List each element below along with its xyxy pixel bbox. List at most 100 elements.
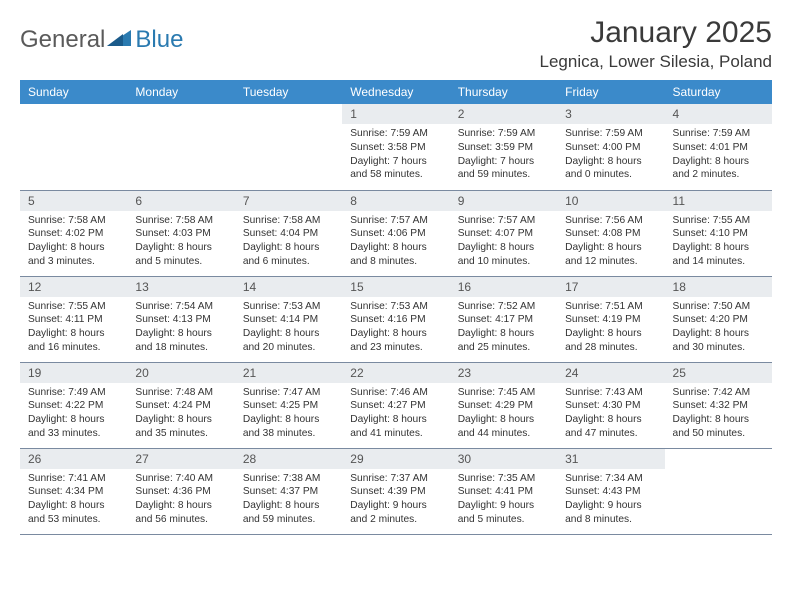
calendar-cell: 25Sunrise: 7:42 AMSunset: 4:32 PMDayligh…	[665, 362, 772, 448]
calendar-cell	[20, 104, 127, 190]
calendar-cell: 19Sunrise: 7:49 AMSunset: 4:22 PMDayligh…	[20, 362, 127, 448]
day-details: Sunrise: 7:58 AMSunset: 4:02 PMDaylight:…	[20, 211, 127, 273]
calendar-cell: 16Sunrise: 7:52 AMSunset: 4:17 PMDayligh…	[450, 276, 557, 362]
day-number: 14	[235, 277, 342, 297]
empty-cell	[20, 104, 127, 124]
header: General Blue January 2025 Legnica, Lower…	[20, 16, 772, 72]
day-details: Sunrise: 7:38 AMSunset: 4:37 PMDaylight:…	[235, 469, 342, 531]
day-number: 11	[665, 191, 772, 211]
day-details: Sunrise: 7:57 AMSunset: 4:06 PMDaylight:…	[342, 211, 449, 273]
day-header: Friday	[557, 80, 664, 104]
day-header-row: SundayMondayTuesdayWednesdayThursdayFrid…	[20, 80, 772, 104]
day-number: 26	[20, 449, 127, 469]
day-details: Sunrise: 7:47 AMSunset: 4:25 PMDaylight:…	[235, 383, 342, 445]
day-number: 4	[665, 104, 772, 124]
day-details: Sunrise: 7:50 AMSunset: 4:20 PMDaylight:…	[665, 297, 772, 359]
calendar-cell: 5Sunrise: 7:58 AMSunset: 4:02 PMDaylight…	[20, 190, 127, 276]
calendar-cell: 27Sunrise: 7:40 AMSunset: 4:36 PMDayligh…	[127, 448, 234, 534]
day-details: Sunrise: 7:41 AMSunset: 4:34 PMDaylight:…	[20, 469, 127, 531]
calendar-cell: 1Sunrise: 7:59 AMSunset: 3:58 PMDaylight…	[342, 104, 449, 190]
calendar-cell: 14Sunrise: 7:53 AMSunset: 4:14 PMDayligh…	[235, 276, 342, 362]
calendar-cell: 3Sunrise: 7:59 AMSunset: 4:00 PMDaylight…	[557, 104, 664, 190]
day-header: Wednesday	[342, 80, 449, 104]
day-number: 28	[235, 449, 342, 469]
month-title: January 2025	[540, 16, 772, 50]
calendar-cell	[235, 104, 342, 190]
day-number: 17	[557, 277, 664, 297]
calendar-cell: 23Sunrise: 7:45 AMSunset: 4:29 PMDayligh…	[450, 362, 557, 448]
day-details: Sunrise: 7:53 AMSunset: 4:14 PMDaylight:…	[235, 297, 342, 359]
logo-triangle-icon	[107, 28, 133, 53]
day-number: 13	[127, 277, 234, 297]
day-number: 10	[557, 191, 664, 211]
day-number: 5	[20, 191, 127, 211]
day-details: Sunrise: 7:58 AMSunset: 4:04 PMDaylight:…	[235, 211, 342, 273]
calendar-cell: 28Sunrise: 7:38 AMSunset: 4:37 PMDayligh…	[235, 448, 342, 534]
calendar-week: 19Sunrise: 7:49 AMSunset: 4:22 PMDayligh…	[20, 362, 772, 448]
day-number: 8	[342, 191, 449, 211]
calendar-week: 26Sunrise: 7:41 AMSunset: 4:34 PMDayligh…	[20, 448, 772, 534]
day-header: Tuesday	[235, 80, 342, 104]
day-number: 30	[450, 449, 557, 469]
calendar-cell: 17Sunrise: 7:51 AMSunset: 4:19 PMDayligh…	[557, 276, 664, 362]
day-header: Sunday	[20, 80, 127, 104]
calendar-cell	[665, 448, 772, 534]
day-details: Sunrise: 7:49 AMSunset: 4:22 PMDaylight:…	[20, 383, 127, 445]
day-details: Sunrise: 7:46 AMSunset: 4:27 PMDaylight:…	[342, 383, 449, 445]
day-details: Sunrise: 7:35 AMSunset: 4:41 PMDaylight:…	[450, 469, 557, 531]
day-details: Sunrise: 7:45 AMSunset: 4:29 PMDaylight:…	[450, 383, 557, 445]
calendar-cell: 4Sunrise: 7:59 AMSunset: 4:01 PMDaylight…	[665, 104, 772, 190]
calendar-cell: 26Sunrise: 7:41 AMSunset: 4:34 PMDayligh…	[20, 448, 127, 534]
empty-cell	[665, 449, 772, 469]
day-number: 24	[557, 363, 664, 383]
day-details: Sunrise: 7:34 AMSunset: 4:43 PMDaylight:…	[557, 469, 664, 531]
day-details: Sunrise: 7:42 AMSunset: 4:32 PMDaylight:…	[665, 383, 772, 445]
calendar-cell	[127, 104, 234, 190]
day-number: 25	[665, 363, 772, 383]
day-number: 7	[235, 191, 342, 211]
calendar-cell: 30Sunrise: 7:35 AMSunset: 4:41 PMDayligh…	[450, 448, 557, 534]
day-number: 12	[20, 277, 127, 297]
calendar-cell: 20Sunrise: 7:48 AMSunset: 4:24 PMDayligh…	[127, 362, 234, 448]
day-number: 3	[557, 104, 664, 124]
day-number: 18	[665, 277, 772, 297]
day-number: 2	[450, 104, 557, 124]
calendar-week: 5Sunrise: 7:58 AMSunset: 4:02 PMDaylight…	[20, 190, 772, 276]
calendar-cell: 24Sunrise: 7:43 AMSunset: 4:30 PMDayligh…	[557, 362, 664, 448]
day-details: Sunrise: 7:40 AMSunset: 4:36 PMDaylight:…	[127, 469, 234, 531]
day-details: Sunrise: 7:53 AMSunset: 4:16 PMDaylight:…	[342, 297, 449, 359]
day-details: Sunrise: 7:37 AMSunset: 4:39 PMDaylight:…	[342, 469, 449, 531]
calendar-cell: 18Sunrise: 7:50 AMSunset: 4:20 PMDayligh…	[665, 276, 772, 362]
day-header: Thursday	[450, 80, 557, 104]
day-details: Sunrise: 7:56 AMSunset: 4:08 PMDaylight:…	[557, 211, 664, 273]
day-number: 9	[450, 191, 557, 211]
location: Legnica, Lower Silesia, Poland	[540, 52, 772, 72]
day-number: 21	[235, 363, 342, 383]
day-details: Sunrise: 7:57 AMSunset: 4:07 PMDaylight:…	[450, 211, 557, 273]
calendar-week: 12Sunrise: 7:55 AMSunset: 4:11 PMDayligh…	[20, 276, 772, 362]
day-details: Sunrise: 7:59 AMSunset: 4:01 PMDaylight:…	[665, 124, 772, 186]
empty-cell	[127, 104, 234, 124]
day-number: 22	[342, 363, 449, 383]
day-number: 16	[450, 277, 557, 297]
day-number: 15	[342, 277, 449, 297]
calendar-cell: 10Sunrise: 7:56 AMSunset: 4:08 PMDayligh…	[557, 190, 664, 276]
calendar-table: SundayMondayTuesdayWednesdayThursdayFrid…	[20, 80, 772, 535]
day-number: 31	[557, 449, 664, 469]
empty-cell	[235, 104, 342, 124]
calendar-cell: 11Sunrise: 7:55 AMSunset: 4:10 PMDayligh…	[665, 190, 772, 276]
calendar-cell: 15Sunrise: 7:53 AMSunset: 4:16 PMDayligh…	[342, 276, 449, 362]
day-number: 23	[450, 363, 557, 383]
day-details: Sunrise: 7:55 AMSunset: 4:11 PMDaylight:…	[20, 297, 127, 359]
day-details: Sunrise: 7:52 AMSunset: 4:17 PMDaylight:…	[450, 297, 557, 359]
calendar-cell: 7Sunrise: 7:58 AMSunset: 4:04 PMDaylight…	[235, 190, 342, 276]
day-number: 19	[20, 363, 127, 383]
calendar-cell: 8Sunrise: 7:57 AMSunset: 4:06 PMDaylight…	[342, 190, 449, 276]
day-details: Sunrise: 7:51 AMSunset: 4:19 PMDaylight:…	[557, 297, 664, 359]
logo-word1: General	[20, 26, 105, 54]
logo-word2: Blue	[135, 26, 183, 54]
calendar-cell: 9Sunrise: 7:57 AMSunset: 4:07 PMDaylight…	[450, 190, 557, 276]
calendar-cell: 21Sunrise: 7:47 AMSunset: 4:25 PMDayligh…	[235, 362, 342, 448]
calendar-cell: 6Sunrise: 7:58 AMSunset: 4:03 PMDaylight…	[127, 190, 234, 276]
day-details: Sunrise: 7:43 AMSunset: 4:30 PMDaylight:…	[557, 383, 664, 445]
